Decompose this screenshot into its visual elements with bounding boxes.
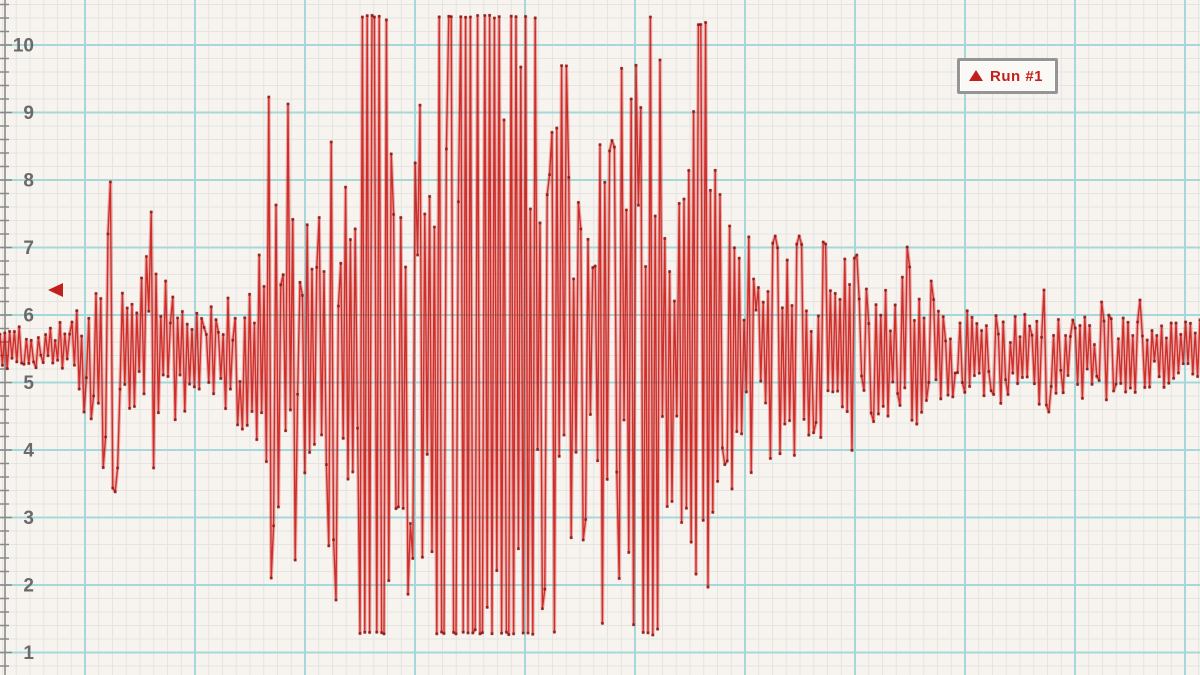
legend[interactable]: Run #1 [957, 58, 1059, 94]
y-tick-label: 7 [23, 238, 34, 259]
y-tick-label: 3 [23, 508, 34, 529]
y-tick-label: 1 [23, 643, 34, 664]
series-marker-triangle-left-icon [48, 283, 63, 297]
y-tick-label: 5 [23, 373, 34, 394]
y-axis-labels: 10 9 8 7 6 5 4 3 2 1 [13, 36, 35, 665]
y-tick-label: 6 [23, 306, 34, 327]
y-tick-label: 9 [23, 103, 34, 124]
y-tick-label: 8 [23, 171, 34, 192]
y-tick-label: 10 [13, 36, 34, 57]
triangle-up-icon [969, 69, 983, 81]
y-tick-label: 2 [23, 576, 34, 597]
legend-label: Run #1 [990, 67, 1044, 85]
y-tick-label: 4 [23, 441, 34, 462]
